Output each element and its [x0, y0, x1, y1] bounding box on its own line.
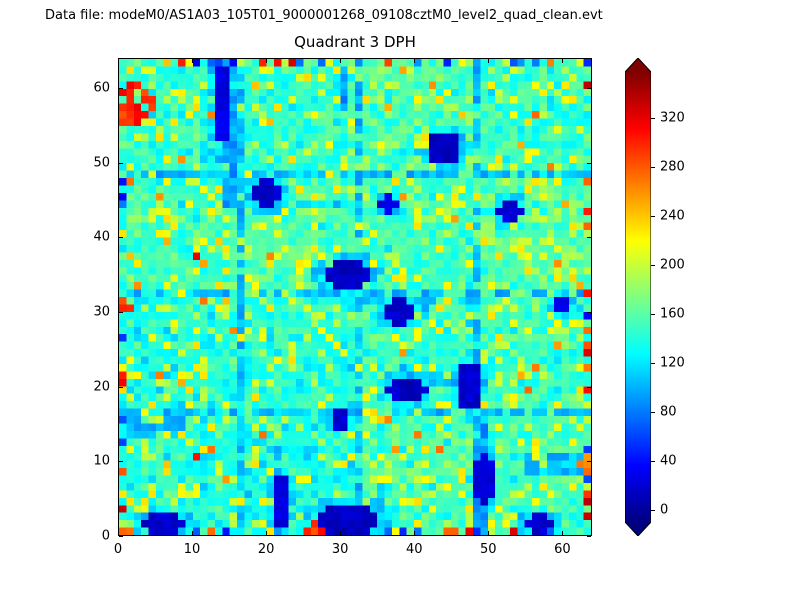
x-tick-mark-top: [488, 59, 490, 63]
y-tick-mark-right: [587, 237, 591, 239]
x-tick-label: 60: [554, 542, 571, 557]
heatmap-plot: [118, 58, 592, 536]
x-tick-mark-top: [414, 59, 416, 63]
y-tick-mark-right: [587, 311, 591, 313]
x-tick-label: 10: [183, 542, 201, 557]
x-tick-mark: [488, 531, 490, 535]
y-tick-label: 40: [93, 229, 110, 245]
colorbar: [625, 58, 651, 536]
colorbar-gradient-shape: [625, 58, 651, 536]
y-tick-mark: [119, 311, 123, 313]
x-tick-mark-top: [266, 59, 268, 63]
y-tick-label: 0: [101, 528, 110, 544]
colorbar-tick-label: 320: [660, 110, 685, 126]
colorbar-tick-label: 80: [660, 404, 677, 420]
colorbar-tick-label: 160: [660, 306, 685, 322]
x-tick-mark-top: [562, 59, 564, 63]
x-tick-mark: [192, 531, 194, 535]
colorbar-tick-label: 280: [660, 159, 685, 175]
x-tick-mark: [414, 531, 416, 535]
x-tick-label: 30: [331, 542, 349, 557]
colorbar-tick-mark: [651, 118, 655, 120]
colorbar-tick-label: 40: [660, 453, 677, 469]
chart-title: Quadrant 3 DPH: [294, 33, 416, 51]
colorbar-tick-label: 0: [660, 502, 669, 518]
colorbar-tick-mark: [651, 509, 655, 511]
y-tick-mark-right: [587, 461, 591, 463]
y-tick-label: 50: [93, 155, 110, 171]
colorbar-tick-mark: [651, 167, 655, 169]
colorbar-tick-mark: [651, 314, 655, 316]
y-tick-mark: [119, 386, 123, 388]
colorbar-tick-mark: [651, 363, 655, 365]
y-tick-mark: [119, 87, 123, 89]
colorbar-tick-mark: [651, 216, 655, 218]
y-tick-mark: [119, 536, 123, 537]
y-tick-mark: [119, 461, 123, 463]
x-tick-mark: [562, 531, 564, 535]
y-tick-label: 20: [93, 379, 110, 395]
x-tick-mark-top: [118, 59, 119, 63]
y-tick-mark-right: [587, 536, 591, 537]
y-tick-label: 60: [93, 80, 110, 96]
y-tick-mark: [119, 237, 123, 239]
x-tick-mark: [340, 531, 342, 535]
colorbar-tick-mark: [651, 460, 655, 462]
x-tick-mark: [118, 531, 119, 535]
y-tick-label: 30: [93, 304, 110, 320]
y-tick-label: 10: [93, 453, 110, 469]
x-tick-mark-top: [340, 59, 342, 63]
x-tick-label: 50: [480, 542, 497, 557]
colorbar-tick-label: 240: [660, 208, 685, 224]
colorbar-tick-mark: [651, 265, 655, 267]
x-tick-label: 40: [405, 542, 423, 557]
x-tick-mark-top: [192, 59, 194, 63]
y-tick-mark-right: [587, 87, 591, 89]
x-tick-label: 20: [257, 542, 275, 557]
colorbar-tick-mark: [651, 411, 655, 413]
heatmap-canvas: [119, 59, 591, 535]
y-tick-mark-right: [587, 386, 591, 388]
colorbar-tick-label: 120: [660, 355, 685, 371]
x-tick-label: 0: [113, 542, 123, 557]
x-tick-mark: [266, 531, 268, 535]
y-tick-mark-right: [587, 162, 591, 164]
y-tick-mark: [119, 162, 123, 164]
colorbar-tick-label: 200: [660, 257, 685, 273]
datafile-label: Data file: modeM0/AS1A03_105T01_90000012…: [45, 8, 603, 23]
